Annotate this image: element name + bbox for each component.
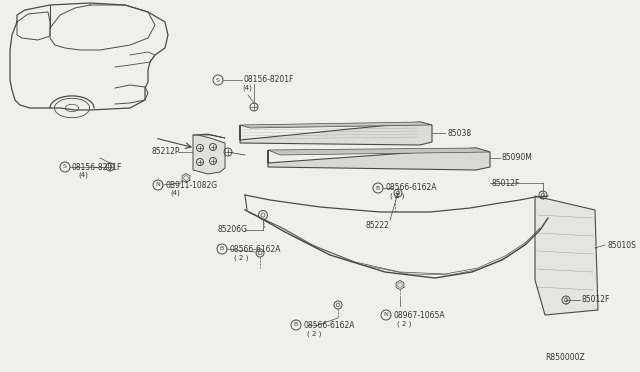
- Polygon shape: [268, 148, 490, 155]
- Text: B: B: [376, 186, 380, 190]
- Text: (4): (4): [170, 190, 180, 196]
- Text: (4): (4): [242, 85, 252, 91]
- Text: B: B: [294, 323, 298, 327]
- Text: 85010S: 85010S: [607, 241, 636, 250]
- Text: N: N: [383, 312, 388, 317]
- Text: ( 2 ): ( 2 ): [234, 255, 248, 261]
- Text: 08967-1065A: 08967-1065A: [393, 311, 445, 320]
- Text: ( 2 ): ( 2 ): [397, 321, 412, 327]
- Text: ( 2 ): ( 2 ): [390, 193, 404, 199]
- Polygon shape: [268, 148, 490, 170]
- Text: (4): (4): [78, 172, 88, 178]
- Polygon shape: [240, 122, 432, 128]
- Text: 08566-6162A: 08566-6162A: [303, 321, 355, 330]
- Text: 85206G: 85206G: [217, 225, 247, 234]
- Text: B: B: [220, 247, 224, 251]
- Text: 08566-6162A: 08566-6162A: [229, 244, 280, 253]
- Text: 0B911-1082G: 0B911-1082G: [165, 180, 217, 189]
- Polygon shape: [535, 196, 598, 315]
- Text: ( 2 ): ( 2 ): [307, 331, 321, 337]
- Text: S: S: [216, 77, 220, 83]
- Text: 85038: 85038: [447, 128, 471, 138]
- Text: 85212P: 85212P: [152, 148, 180, 157]
- Text: 85222: 85222: [365, 221, 389, 230]
- Polygon shape: [193, 135, 225, 174]
- Text: 85012F: 85012F: [492, 179, 520, 187]
- Polygon shape: [193, 134, 225, 138]
- Text: S: S: [63, 164, 67, 170]
- Text: 08156-8201F: 08156-8201F: [244, 76, 294, 84]
- Text: 85012F: 85012F: [582, 295, 611, 305]
- Text: R850000Z: R850000Z: [545, 353, 585, 362]
- Polygon shape: [240, 122, 432, 145]
- Text: 08156-8201F: 08156-8201F: [72, 163, 122, 171]
- Text: 08566-6162A: 08566-6162A: [385, 183, 436, 192]
- Text: N: N: [156, 183, 161, 187]
- Text: 85090M: 85090M: [502, 154, 533, 163]
